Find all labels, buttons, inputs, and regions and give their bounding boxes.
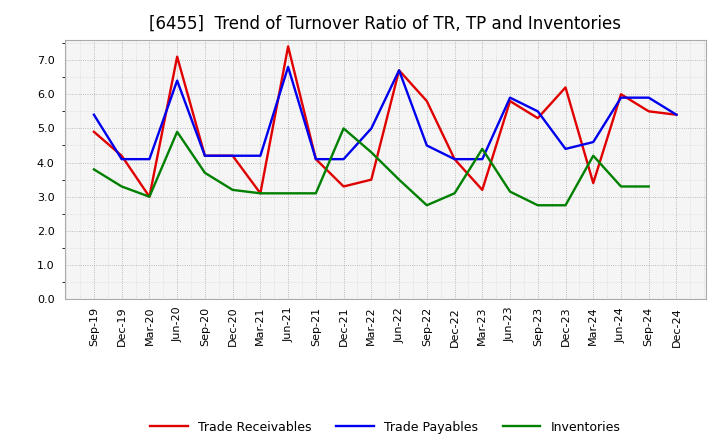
Trade Receivables xyxy=(228,153,237,158)
Line: Trade Payables: Trade Payables xyxy=(94,67,677,159)
Trade Payables xyxy=(89,112,98,117)
Inventories xyxy=(450,191,459,196)
Trade Receivables xyxy=(423,99,431,104)
Inventories xyxy=(284,191,292,196)
Trade Payables xyxy=(395,68,403,73)
Trade Payables xyxy=(423,143,431,148)
Inventories xyxy=(534,203,542,208)
Trade Payables xyxy=(339,157,348,162)
Trade Receivables xyxy=(312,157,320,162)
Trade Payables xyxy=(478,157,487,162)
Inventories xyxy=(561,203,570,208)
Trade Receivables xyxy=(89,129,98,135)
Trade Receivables xyxy=(589,180,598,186)
Inventories xyxy=(89,167,98,172)
Trade Receivables xyxy=(339,184,348,189)
Trade Receivables xyxy=(284,44,292,49)
Trade Payables xyxy=(450,157,459,162)
Inventories xyxy=(201,170,210,176)
Trade Payables xyxy=(173,78,181,83)
Trade Payables xyxy=(644,95,653,100)
Trade Receivables xyxy=(478,187,487,193)
Trade Receivables xyxy=(367,177,376,182)
Trade Payables xyxy=(672,112,681,117)
Inventories xyxy=(256,191,265,196)
Title: [6455]  Trend of Turnover Ratio of TR, TP and Inventories: [6455] Trend of Turnover Ratio of TR, TP… xyxy=(149,15,621,33)
Trade Receivables xyxy=(505,99,514,104)
Inventories xyxy=(117,184,126,189)
Trade Receivables xyxy=(173,54,181,59)
Trade Receivables xyxy=(201,153,210,158)
Trade Payables xyxy=(589,139,598,145)
Trade Receivables xyxy=(561,85,570,90)
Inventories xyxy=(423,203,431,208)
Trade Receivables xyxy=(395,68,403,73)
Trade Payables xyxy=(117,157,126,162)
Trade Payables xyxy=(534,109,542,114)
Trade Payables xyxy=(367,126,376,131)
Trade Receivables xyxy=(644,109,653,114)
Trade Payables xyxy=(616,95,625,100)
Trade Payables xyxy=(228,153,237,158)
Inventories xyxy=(312,191,320,196)
Trade Receivables xyxy=(256,191,265,196)
Trade Receivables xyxy=(450,157,459,162)
Trade Payables xyxy=(505,95,514,100)
Inventories xyxy=(644,184,653,189)
Trade Payables xyxy=(256,153,265,158)
Inventories xyxy=(339,126,348,131)
Trade Payables xyxy=(145,157,154,162)
Line: Inventories: Inventories xyxy=(94,128,649,205)
Trade Receivables xyxy=(117,153,126,158)
Trade Payables xyxy=(201,153,210,158)
Inventories xyxy=(367,150,376,155)
Trade Payables xyxy=(561,146,570,151)
Inventories xyxy=(173,129,181,135)
Inventories xyxy=(478,146,487,151)
Trade Receivables xyxy=(534,116,542,121)
Trade Payables xyxy=(284,64,292,70)
Inventories xyxy=(505,189,514,194)
Inventories xyxy=(616,184,625,189)
Inventories xyxy=(228,187,237,193)
Trade Payables xyxy=(312,157,320,162)
Trade Receivables xyxy=(145,194,154,199)
Inventories xyxy=(589,153,598,158)
Inventories xyxy=(145,194,154,199)
Legend: Trade Receivables, Trade Payables, Inventories: Trade Receivables, Trade Payables, Inven… xyxy=(144,414,626,440)
Trade Receivables xyxy=(672,112,681,117)
Line: Trade Receivables: Trade Receivables xyxy=(94,47,677,197)
Trade Receivables xyxy=(616,92,625,97)
Inventories xyxy=(395,177,403,182)
